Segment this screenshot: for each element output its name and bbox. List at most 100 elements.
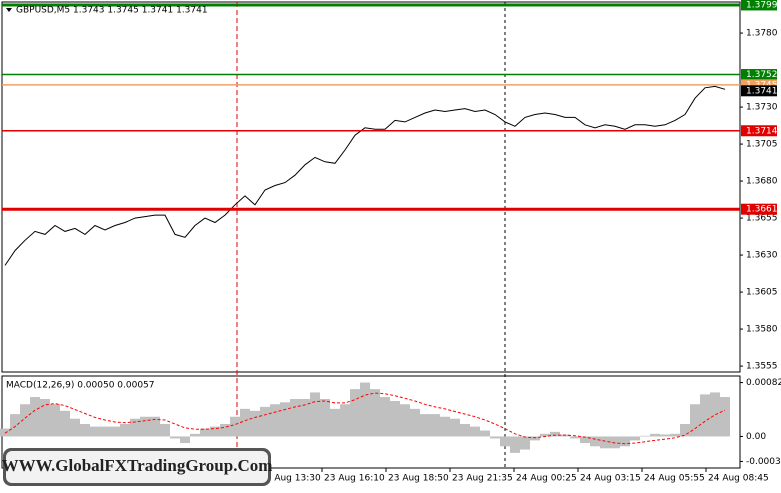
level-label-box [741, 0, 777, 11]
last-price-label: 1.3741 [746, 86, 778, 96]
histogram-bar [200, 428, 210, 437]
histogram-bar [90, 426, 100, 437]
histogram-bar [110, 426, 120, 437]
histogram-bar [540, 433, 550, 437]
histogram-bar [640, 435, 650, 437]
histogram-bar [80, 423, 90, 437]
histogram-bar [290, 399, 300, 437]
histogram-bar [650, 433, 660, 437]
histogram-bar [60, 410, 70, 437]
histogram-bar [480, 430, 490, 437]
histogram-bar [310, 392, 320, 437]
histogram-bar [210, 426, 220, 437]
y-tick-label: -0.00038 [746, 457, 781, 467]
histogram-bar [190, 433, 200, 437]
level-label: 1.3714 [746, 126, 778, 136]
price-line [4, 85, 726, 266]
histogram-bar [130, 418, 140, 437]
level-label-box [741, 203, 777, 215]
histogram-bar [370, 389, 380, 437]
histogram-bar [100, 426, 110, 437]
histogram-bar [430, 414, 440, 437]
level-label-box [741, 79, 777, 91]
watermark: WWW.GlobalFXTradingGroup.Com [2, 448, 273, 486]
histogram-bar [250, 410, 260, 437]
histogram-bar [610, 436, 620, 449]
histogram-bar [700, 394, 710, 437]
histogram-bar [450, 418, 460, 437]
x-tick-label: 24 Aug 00:25 [516, 474, 577, 484]
histogram-bar [340, 404, 350, 437]
histogram-bar [10, 414, 20, 437]
histogram-bar [350, 389, 360, 437]
level-label: 1.3661 [746, 205, 778, 215]
histogram-bar [180, 436, 190, 444]
histogram-bar [670, 433, 680, 437]
histogram-bar [630, 436, 640, 441]
y-tick-label: 1.3555 [746, 362, 778, 372]
x-tick-label: 24 Aug 03:15 [580, 474, 641, 484]
y-tick-label: 1.3705 [746, 140, 778, 150]
histogram-bar [510, 436, 520, 453]
histogram-bar [500, 436, 510, 447]
histogram-bar [40, 399, 50, 437]
y-tick-label: 1.3605 [746, 288, 778, 298]
histogram-bar [710, 392, 720, 437]
histogram-bar [520, 436, 530, 450]
chart-title: GBPUSD,M5 1.3743 1.3745 1.3741 1.3741 [16, 6, 208, 16]
histogram-bar [230, 416, 240, 437]
histogram-bar [360, 382, 370, 437]
histogram-bar [600, 436, 610, 449]
histogram-bar [420, 414, 430, 437]
y-tick-label: 1.3730 [746, 103, 778, 113]
y-tick-label: 0.00 [746, 432, 766, 442]
histogram-bar [220, 423, 230, 437]
last-price-box [741, 85, 777, 97]
histogram-bar [660, 434, 670, 437]
histogram-bar [70, 418, 80, 437]
histogram-bar [170, 436, 180, 439]
x-tick-label: 23 Aug 21:35 [452, 474, 513, 484]
y-tick-label: 1.3630 [746, 251, 778, 261]
x-tick-label: 24 Aug 08:45 [708, 474, 769, 484]
y-tick-label: 1.3580 [746, 325, 778, 335]
watermark-inner [6, 451, 268, 483]
y-tick-label: 1.3655 [746, 214, 778, 224]
histogram-bar [490, 436, 500, 439]
level-label-box [741, 125, 777, 137]
histogram-bar [160, 423, 170, 437]
histogram-bar [320, 399, 330, 437]
histogram-bar [140, 416, 150, 437]
signal-line [4, 392, 726, 445]
histogram-bar [550, 431, 560, 437]
y-tick-label: 0.00082 [746, 378, 781, 388]
histogram-bar [270, 404, 280, 437]
macd-title: MACD(12,26,9) 0.00050 0.00057 [6, 381, 155, 391]
level-label-box [741, 69, 777, 81]
watermark-text: WWW.GlobalFXTradingGroup.Com [2, 456, 273, 475]
histogram-bar [590, 436, 600, 447]
level-label: 1.3799 [746, 0, 778, 10]
histogram-bar [330, 408, 340, 437]
histogram-bar [300, 399, 310, 437]
x-tick-label: 24 Aug 05:55 [644, 474, 705, 484]
y-tick-label: 1.3780 [746, 29, 778, 39]
x-tick-label: 23 Aug 13:30 [260, 474, 321, 484]
histogram-bar [120, 423, 130, 437]
histogram-bar [150, 416, 160, 437]
histogram-bar [460, 423, 470, 437]
histogram-bar [720, 397, 730, 437]
histogram-bar [440, 416, 450, 437]
histogram-bar [30, 397, 40, 437]
histogram-bar [240, 408, 250, 437]
histogram-bar [260, 406, 270, 437]
histogram-bar [530, 436, 540, 441]
histogram-bar [470, 426, 480, 437]
level-label: 1.3752 [746, 70, 778, 80]
histogram-bar [580, 436, 590, 444]
x-tick-label: 23 Aug 18:50 [388, 474, 449, 484]
histogram-bar [50, 404, 60, 437]
histogram-bar [690, 404, 700, 437]
x-tick-label: 23 Aug 16:10 [324, 474, 385, 484]
